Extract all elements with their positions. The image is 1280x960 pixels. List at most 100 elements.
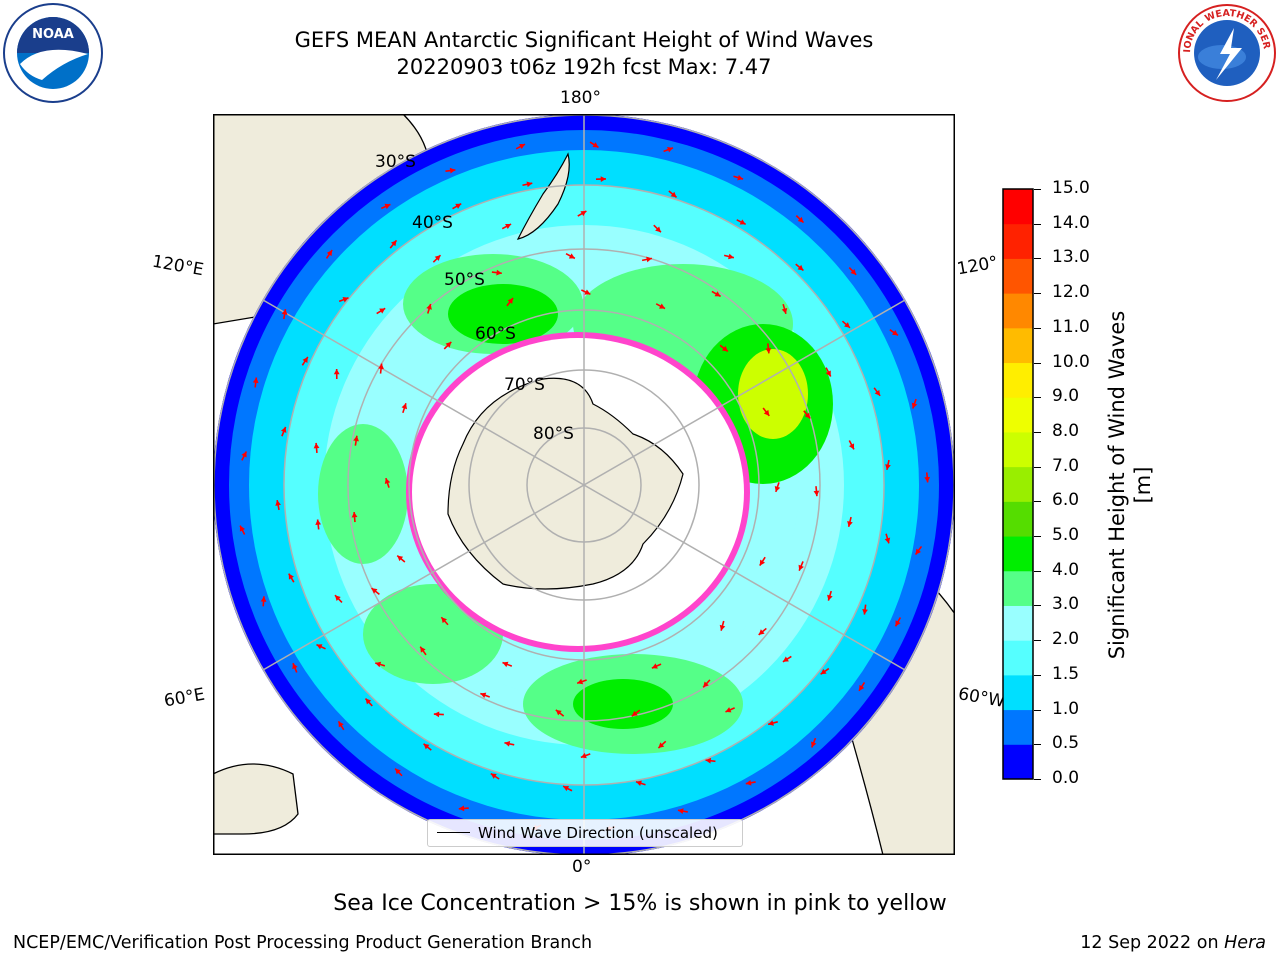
lon-label-0: 0° [572,857,592,877]
colorbar-tick-label: 0.0 [1052,768,1080,788]
wave-direction-arrowhead [655,226,661,233]
wave-direction-arrowhead [844,322,850,328]
colorbar-tick [1034,709,1041,711]
colorbar-segment [1003,709,1033,745]
wave-direction-arrowhead [827,594,833,601]
colorbar-tick [1034,779,1041,780]
wave-direction-arrowhead [811,741,817,748]
colorbar-tick [1034,536,1041,538]
colorbar-tick-label: 3.0 [1052,594,1080,615]
wave-direction-arrowhead [859,684,865,691]
wave-direction-arrowhead [445,341,452,348]
wave-direction-arrowhead [275,500,281,506]
wave-direction-arrowhead [458,805,465,812]
map-frame [213,114,955,855]
colorbar-tick [1034,397,1041,399]
wave-direction-arrowhead [302,356,308,363]
wave-direction-arrowhead [292,663,298,670]
wave-direction-arrowhead [677,808,684,814]
wave-direction-arrowhead [924,476,931,483]
wave-direction-arrowhead [759,559,766,566]
wave-direction-arrowhead [423,743,430,750]
colorbar-segment [1003,605,1033,641]
new-zealand-land [516,152,570,240]
colorbar-tick-label: 1.0 [1052,698,1080,719]
wave-direction-arrowhead [725,707,732,713]
wave-direction-arrowhead [480,692,487,699]
colorbar-segment [1003,293,1033,329]
wave-direction-arrowhead [397,555,404,562]
wave-direction-arrowhead [351,512,358,518]
colorbar-segment [1003,397,1033,433]
wave-direction-arrowhead [848,443,855,450]
wave-direction-arrowhead [631,710,638,717]
colorbar-label: Significant Height of Wind Waves [m] [1105,310,1155,660]
wave-direction-arrowhead [375,661,382,668]
colorbar-segment [1003,744,1033,780]
colorbar-segment [1003,258,1033,294]
wave-direction-arrowhead [504,741,511,747]
wave-direction-arrowhead [568,253,575,259]
lon-label-60w: 60°W [956,684,1007,712]
wave-direction-arrowhead [288,573,294,580]
wave-direction-arrowhead [505,223,512,230]
wave-direction-arrowhead [260,596,267,602]
footer-date: 12 Sep 2022 on Hera [1080,933,1266,953]
wave-direction-arrowhead [384,203,391,210]
colorbar-tick-label: 10.0 [1052,351,1090,372]
lon-label-60e: 60°E [162,684,207,712]
wave-direction-arrowhead [555,709,562,716]
colorbar-segment [1003,570,1033,606]
wave-direction-arrowhead [334,595,341,602]
colorbar-tick-label: 7.0 [1052,455,1080,476]
colorbar-tick-label: 4.0 [1052,559,1080,580]
colorbar-tick-label: 14.0 [1052,212,1090,233]
wave-height-field [213,114,955,855]
wave-direction-arrowhead [659,303,666,309]
wave-direction-arrowhead [737,174,744,181]
svg-text:NOAA: NOAA [32,27,74,42]
antarctica-land [447,377,684,590]
wave-direction-arrowhead [884,537,891,544]
wave-direction-arrowhead [526,181,533,188]
wave-direction-arrowhead [563,786,570,792]
wave-direction-arrowhead [426,303,432,310]
lon-label-120w: 120° [955,252,1000,280]
wave-direction-arrowhead [378,363,384,370]
colorbar [1002,188,1034,780]
wave-direction-arrowhead [342,296,349,303]
wave-direction-arrowhead [804,412,811,419]
map-legend: Wind Wave Direction (unscaled) [427,819,743,847]
wave-direction-arrowhead [502,661,509,668]
wave-direction-arrowhead [433,711,440,718]
colorbar-tick-label: 2.0 [1052,629,1080,650]
legend-line-sample [437,832,470,833]
wave-direction-arrowhead [252,377,259,384]
wave-direction-arrowhead [333,368,340,375]
wave-direction-arrowhead [885,464,891,470]
colorbar-tick [1034,362,1041,364]
colorbar-tick [1034,501,1041,503]
colorbar-tick-label: 6.0 [1052,490,1080,511]
wave-direction-arrowhead [798,564,804,571]
chart-title: GEFS MEAN Antarctic Significant Height o… [294,28,874,52]
lat-label-60s: 60°S [475,324,516,344]
wave-direction-arrowhead [728,253,734,260]
colorbar-tick [1034,293,1041,295]
sea-ice-note: Sea Ice Concentration > 15% is shown in … [333,891,947,916]
colorbar-tick-label: 1.5 [1052,663,1080,684]
wave-direction-arrowhead [241,451,247,458]
wave-direction-arrowhead [782,656,789,662]
wave-direction-arrowhead [719,624,726,631]
colorbar-segment [1003,189,1033,225]
colorbar-tick-label: 5.0 [1052,525,1080,546]
wave-direction-arrowhead [434,255,441,261]
wave-direction-arrowhead [874,389,881,396]
wave-direction-arrowhead [781,307,788,314]
colorbar-tick [1034,640,1041,642]
lat-label-80s: 80°S [533,424,574,444]
colorbar-segment [1003,536,1033,572]
wave-direction-arrowhead [765,347,772,354]
wave-direction-arrowhead [600,176,606,182]
wave-direction-arrowhead [670,191,677,198]
